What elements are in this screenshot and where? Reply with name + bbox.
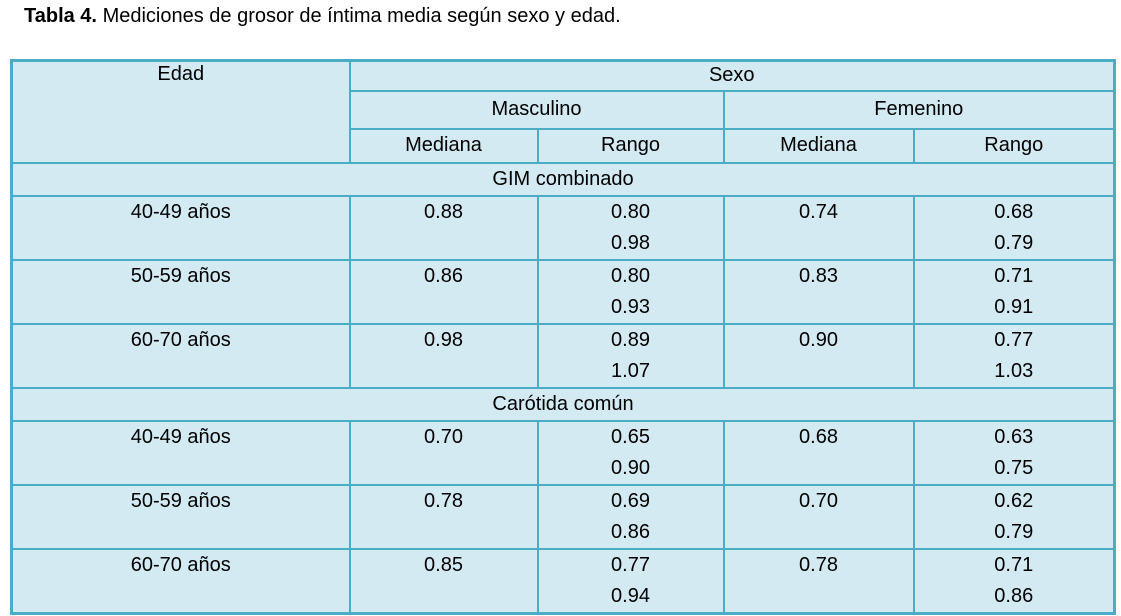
header-row-2: Masculino Femenino — [12, 89, 1116, 130]
value-cell: 0.62 0.79 — [912, 483, 1116, 550]
value-line: 1.07 — [611, 359, 650, 382]
value-cell: 0.85 — [348, 547, 539, 614]
value-line: 1.03 — [994, 359, 1034, 382]
value-line: 0.77 — [994, 328, 1034, 351]
value-cell: 0.65 0.90 — [536, 419, 725, 486]
value-cell: 0.69 0.86 — [536, 483, 725, 550]
section-header-gim-combinado: GIM combinado — [10, 161, 1116, 197]
value-cell: 0.68 0.79 — [912, 194, 1116, 261]
table-row: 40-49 años 0.70 0.65 0.90 0.68 0.63 0.75 — [10, 419, 1116, 486]
value-line: 0.80 — [611, 200, 650, 223]
age-cell: 60-70 años — [10, 547, 351, 614]
value-line: 0.70 — [799, 489, 838, 512]
section-header-carotida-comun: Carótida común — [10, 386, 1116, 422]
header-rango-masculino: Rango — [536, 127, 725, 164]
age-cell: 40-49 años — [10, 194, 351, 261]
value-line: 0.71 — [994, 553, 1034, 576]
value-line: 0.90 — [799, 328, 838, 351]
header-row-1: Edad Sexo — [10, 59, 1116, 164]
table-row: 50-59 años 0.86 0.80 0.93 0.83 0.71 0.91 — [10, 258, 1116, 325]
header-sexo: Sexo — [348, 59, 1116, 92]
value-line: 0.98 — [424, 328, 463, 351]
value-line: 0.68 — [994, 200, 1034, 223]
value-line: 0.93 — [611, 295, 650, 318]
header-rango-femenino: Rango — [912, 127, 1116, 164]
header-mediana-masculino: Mediana — [348, 127, 539, 164]
value-cell: 0.77 1.03 — [912, 322, 1116, 389]
table-caption-text: Mediciones de grosor de íntima media seg… — [102, 5, 621, 27]
age-cell: 40-49 años — [10, 419, 351, 486]
value-cell: 0.71 0.86 — [912, 547, 1116, 614]
value-line: 0.70 — [424, 425, 463, 448]
age-cell: 60-70 años — [10, 322, 351, 389]
value-cell: 0.90 — [722, 322, 915, 389]
value-line: 0.63 — [994, 425, 1034, 448]
value-cell: 0.86 — [348, 258, 539, 325]
value-cell: 0.88 — [348, 194, 539, 261]
value-line: 0.86 — [994, 584, 1034, 607]
value-cell: 0.70 — [348, 419, 539, 486]
value-line: 0.90 — [611, 456, 650, 479]
section-title: GIM combinado — [10, 161, 1116, 197]
value-line: 0.98 — [611, 231, 650, 254]
header-masculino: Masculino — [348, 89, 725, 130]
header-mediana-femenino: Mediana — [722, 127, 915, 164]
header-femenino: Femenino — [722, 89, 1116, 130]
table-row: 60-70 años 0.98 0.89 1.07 0.90 0.77 1.03 — [10, 322, 1116, 389]
value-line: 0.80 — [611, 264, 650, 287]
value-line: 0.78 — [424, 489, 463, 512]
value-line: 0.65 — [611, 425, 650, 448]
value-line: 0.83 — [799, 264, 838, 287]
value-line: 0.91 — [994, 295, 1034, 318]
value-line: 0.71 — [994, 264, 1034, 287]
value-line: 0.86 — [424, 264, 463, 287]
header-row-3: Mediana Rango Mediana Rango — [12, 127, 1116, 164]
age-cell: 50-59 años — [10, 258, 351, 325]
header-edad: Edad — [10, 59, 351, 164]
value-line: 0.62 — [994, 489, 1034, 512]
table-row: 40-49 años 0.88 0.80 0.98 0.74 0.68 0.79 — [10, 194, 1116, 261]
imt-measurements-table: Edad Sexo Masculino Femenino Mediana Ran… — [10, 59, 1117, 615]
value-cell: 0.70 — [722, 483, 915, 550]
section-title: Carótida común — [10, 386, 1116, 422]
value-line: 0.86 — [611, 520, 650, 543]
value-cell: 0.63 0.75 — [912, 419, 1116, 486]
value-line: 0.89 — [611, 328, 650, 351]
value-cell: 0.78 — [722, 547, 915, 614]
value-line: 0.79 — [994, 231, 1034, 254]
table-row: 60-70 años 0.85 0.77 0.94 0.78 0.71 0.86 — [10, 547, 1116, 614]
value-cell: 0.89 1.07 — [536, 322, 725, 389]
value-line: 0.79 — [994, 520, 1034, 543]
value-line: 0.88 — [424, 200, 463, 223]
value-cell: 0.80 0.98 — [536, 194, 725, 261]
value-line: 0.77 — [611, 553, 650, 576]
table-caption: Tabla 4. Mediciones de grosor de íntima … — [24, 4, 621, 28]
value-line: 0.74 — [799, 200, 838, 223]
age-cell: 50-59 años — [10, 483, 351, 550]
value-line: 0.69 — [611, 489, 650, 512]
value-cell: 0.68 — [722, 419, 915, 486]
value-line: 0.75 — [994, 456, 1034, 479]
value-line: 0.94 — [611, 584, 650, 607]
table-caption-label: Tabla 4. — [24, 5, 97, 27]
value-cell: 0.77 0.94 — [536, 547, 725, 614]
table-row: 50-59 años 0.78 0.69 0.86 0.70 0.62 0.79 — [10, 483, 1116, 550]
value-cell: 0.98 — [348, 322, 539, 389]
value-line: 0.68 — [799, 425, 838, 448]
value-cell: 0.80 0.93 — [536, 258, 725, 325]
value-cell: 0.83 — [722, 258, 915, 325]
value-line: 0.85 — [424, 553, 463, 576]
value-line: 0.78 — [799, 553, 838, 576]
value-cell: 0.71 0.91 — [912, 258, 1116, 325]
value-cell: 0.78 — [348, 483, 539, 550]
value-cell: 0.74 — [722, 194, 915, 261]
